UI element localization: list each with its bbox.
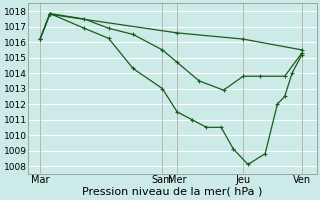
X-axis label: Pression niveau de la mer( hPa ): Pression niveau de la mer( hPa ) <box>82 187 262 197</box>
